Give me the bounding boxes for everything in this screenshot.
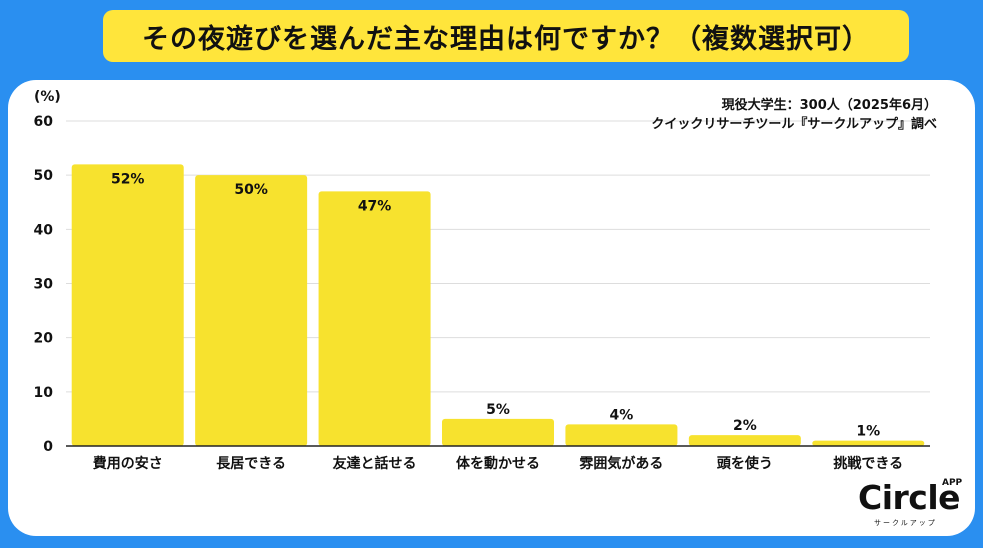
source-annotation: クイックリサーチツール『サークルアップ』調べ — [651, 116, 937, 132]
source-annotation: 現役大学生：300人（2025年6月） — [722, 97, 937, 113]
x-tick-label: 友達と話せる — [333, 455, 417, 472]
x-tick-label: 費用の安さ — [93, 455, 163, 472]
data-label: 1% — [856, 424, 880, 440]
bar — [688, 435, 801, 446]
y-tick-label: 40 — [34, 222, 54, 238]
bar — [565, 424, 678, 446]
data-label: 4% — [610, 407, 634, 423]
logo-subtext: サークルアップ — [874, 519, 937, 527]
x-tick-label: 長居できる — [216, 456, 286, 472]
chart-title: その夜遊びを選んだ主な理由は何ですか？（複数選択可） — [103, 10, 909, 62]
bar — [71, 164, 184, 447]
bar — [318, 191, 431, 446]
y-tick-label: 20 — [34, 331, 54, 347]
data-label: 2% — [733, 418, 757, 434]
x-tick-label: 体を動かせる — [456, 455, 540, 472]
x-tick-label: 雰囲気がある — [579, 455, 663, 472]
y-tick-label: 0 — [43, 439, 53, 455]
data-label: 5% — [486, 402, 510, 418]
bar — [195, 175, 308, 446]
x-tick-label: 挑戦できる — [833, 455, 903, 472]
bar — [812, 440, 925, 446]
data-label: 47% — [358, 198, 392, 214]
logo-badge: APP — [942, 478, 963, 488]
bar — [442, 418, 554, 446]
data-label: 52% — [111, 171, 145, 187]
data-label: 50% — [234, 182, 268, 198]
y-tick-label: 60 — [34, 114, 54, 130]
y-unit-label: (%) — [34, 89, 61, 105]
circle-app-logo: Circle APP サークルアップ — [858, 478, 968, 530]
logo-text: Circle — [858, 478, 961, 517]
y-tick-label: 10 — [34, 385, 54, 401]
y-tick-label: 50 — [34, 168, 54, 184]
y-tick-label: 30 — [34, 277, 54, 293]
x-tick-label: 頭を使う — [717, 455, 773, 472]
